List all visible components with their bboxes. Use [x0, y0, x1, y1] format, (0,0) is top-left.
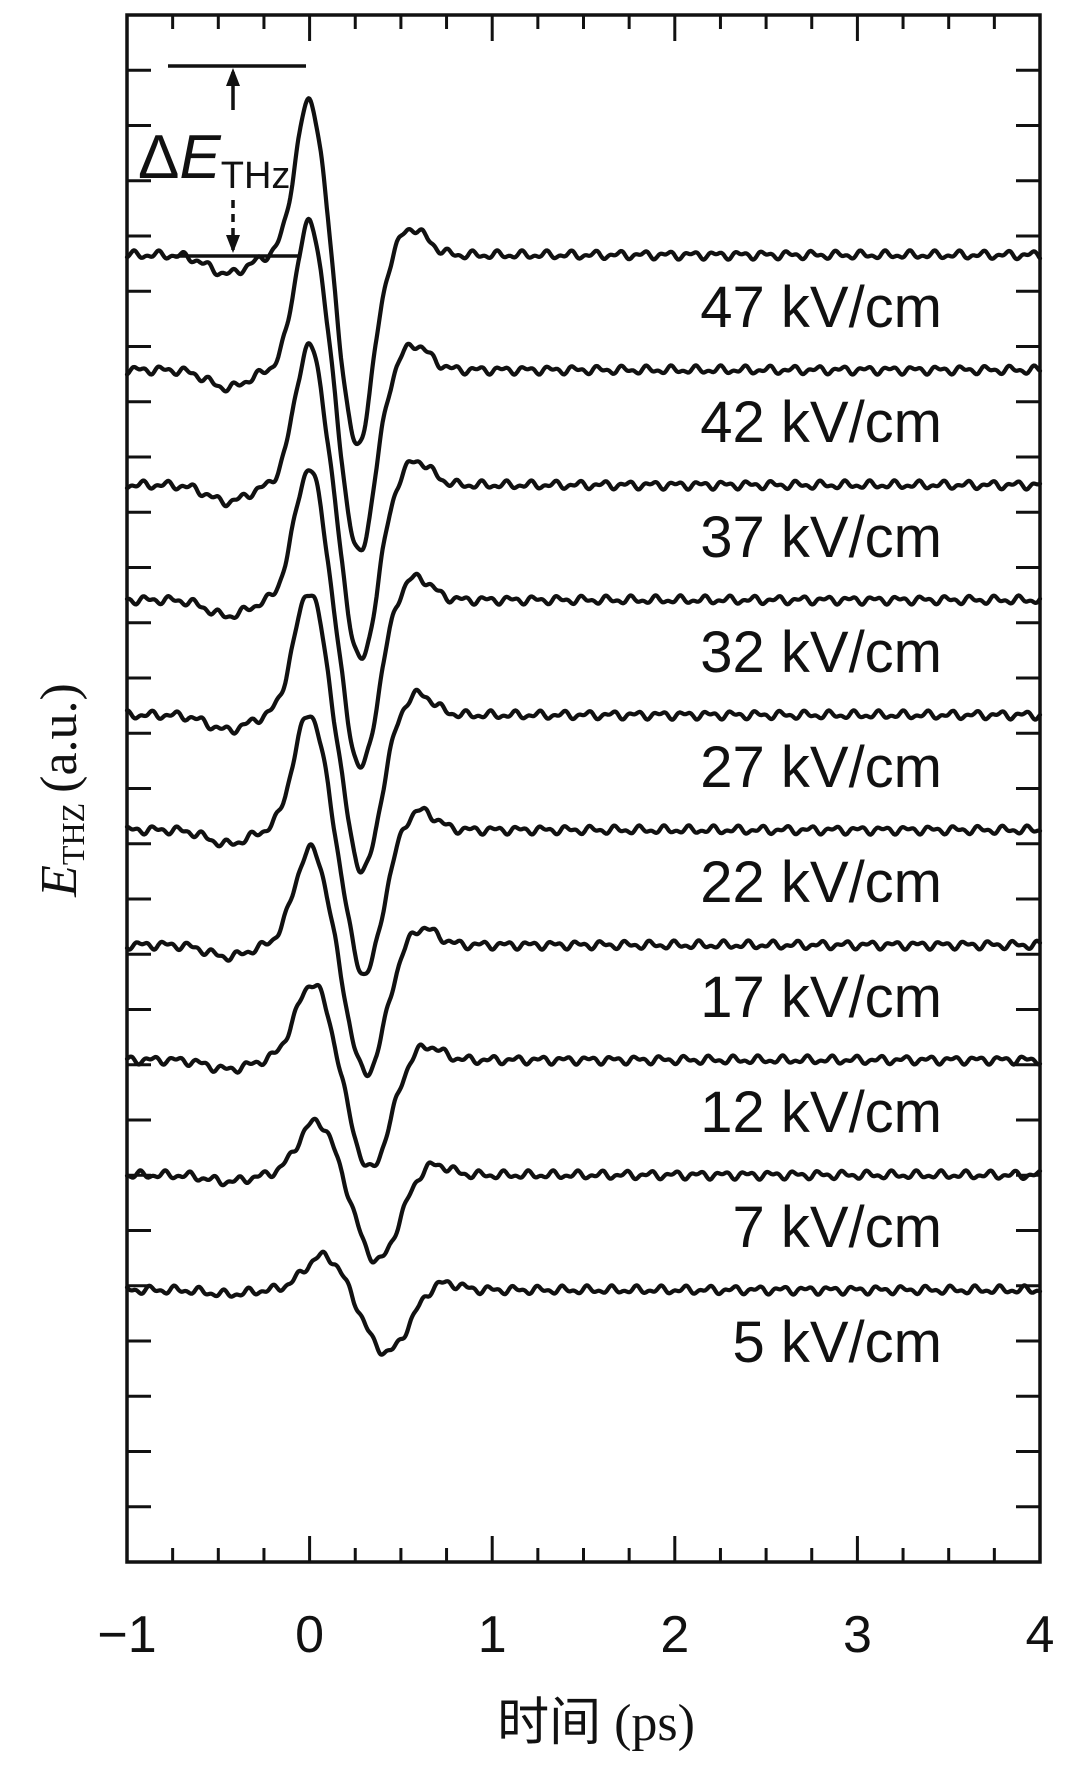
- x-tick-labels: −1 0 1 2 3 4: [97, 1606, 1054, 1664]
- series-label: 17 kV/cm: [700, 965, 942, 1030]
- plot-frame: [125, 13, 1042, 1564]
- trace-47-kv-cm: [124, 96, 1043, 447]
- trace-group: [124, 96, 1043, 1357]
- delta-e-annotation: ΔETHz: [138, 64, 306, 258]
- trace-27-kv-cm: [124, 593, 1043, 875]
- series-label-group: 47 kV/cm 42 kV/cm 37 kV/cm 32 kV/cm 27 kV/cm…: [700, 275, 942, 1375]
- trace-17-kv-cm: [124, 842, 1043, 1079]
- arrow-up-head: [226, 68, 240, 86]
- x-tick-label: 4: [1026, 1606, 1055, 1664]
- annotation-label: ΔETHz: [138, 123, 290, 197]
- svg-text:ETHZ(a.u.): ETHZ(a.u.): [31, 683, 91, 898]
- series-label: 12 kV/cm: [700, 1080, 942, 1145]
- trace-22-kv-cm: [124, 714, 1043, 977]
- x-tick-label: 2: [660, 1606, 689, 1664]
- trace-42-kv-cm: [124, 216, 1043, 553]
- trace-5-kv-cm: [124, 1249, 1043, 1357]
- series-label: 42 kV/cm: [700, 390, 942, 455]
- series-label: 37 kV/cm: [700, 505, 942, 570]
- x-tick-label: 0: [295, 1606, 324, 1664]
- x-axis-label: 时间 (ps): [497, 1695, 695, 1752]
- series-label: 7 kV/cm: [733, 1195, 943, 1260]
- trace-32-kv-cm: [124, 468, 1043, 770]
- series-label: 47 kV/cm: [700, 275, 942, 340]
- trace-7-kv-cm: [124, 1116, 1043, 1265]
- series-label: 32 kV/cm: [700, 620, 942, 685]
- trace-37-kv-cm: [124, 341, 1043, 661]
- x-tick-label: −1: [97, 1606, 156, 1664]
- series-label: 27 kV/cm: [700, 735, 942, 800]
- x-tick-label: 3: [843, 1606, 872, 1664]
- x-tick-label: 1: [478, 1606, 507, 1664]
- arrow-down-head: [226, 235, 240, 253]
- trace-12-kv-cm: [124, 982, 1043, 1169]
- y-axis-label: ETHZ(a.u.): [31, 683, 91, 898]
- series-label: 22 kV/cm: [700, 850, 942, 915]
- series-label: 5 kV/cm: [733, 1310, 943, 1375]
